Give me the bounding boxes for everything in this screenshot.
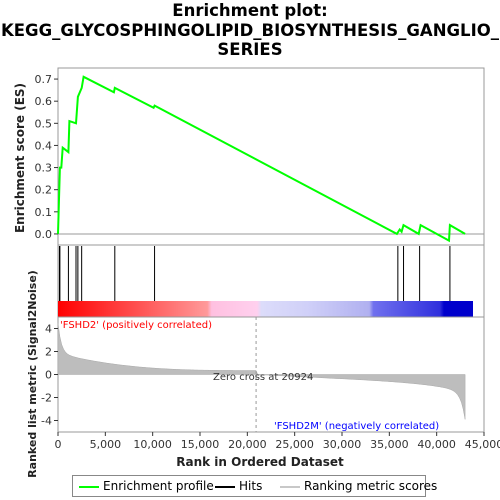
x-axis-label: Rank in Ordered Dataset xyxy=(176,455,344,469)
x-tick-label: 45,000 xyxy=(465,438,500,451)
legend-item-ranking-metric: Ranking metric scores xyxy=(280,479,437,493)
x-tick-label: 10,000 xyxy=(133,438,172,451)
legend-metric-label: Ranking metric scores xyxy=(304,479,438,493)
es-y-tick-label: 0.3 xyxy=(35,162,53,175)
es-y-ticks: 0.0 0.1 0.2 0.3 0.4 0.5 0.6 0.7 xyxy=(35,73,58,241)
ranking-metric-area xyxy=(57,323,466,420)
legend-enrichment-swatch xyxy=(79,485,99,488)
es-panel xyxy=(57,67,485,246)
metric-y-tick-label: 2 xyxy=(45,346,52,359)
x-ticks: 0 5,000 10,000 15,000 20,000 25,000 30,000 35,0… xyxy=(55,432,500,451)
x-tick-label: 20,000 xyxy=(228,438,267,451)
x-tick-label: 0 xyxy=(55,438,62,451)
es-y-tick-label: 0.2 xyxy=(35,184,53,197)
chart-title: Enrichment plot: KEGG_GLYCOSPHINGOLIPID_… xyxy=(0,1,500,60)
metric-y-tick-label: -4 xyxy=(41,415,52,428)
legend-metric-swatch xyxy=(280,485,300,488)
es-y-tick-label: 0.0 xyxy=(35,228,53,241)
metric-y-tick-label: -2 xyxy=(41,392,52,405)
es-y-tick-label: 0.4 xyxy=(35,139,53,152)
title-line-2: KEGG_GLYCOSPHINGOLIPID_BIOSYNTHESIS_GANG… xyxy=(1,20,499,40)
title-line-1: Enrichment plot: xyxy=(172,1,328,20)
x-tick-label: 15,000 xyxy=(181,438,220,451)
legend-item-enrichment-profile: Enrichment profile xyxy=(79,479,214,493)
es-y-tick-label: 0.1 xyxy=(35,206,53,219)
metric-y-tick-label: 4 xyxy=(45,323,52,336)
zero-cross-label: Zero cross at 20924 xyxy=(213,372,313,383)
legend-item-hits: Hits xyxy=(215,479,262,493)
legend-enrichment-label: Enrichment profile xyxy=(103,479,214,493)
es-y-tick-label: 0.5 xyxy=(35,117,53,130)
enrichment-profile-line xyxy=(57,75,466,243)
x-tick-label: 35,000 xyxy=(370,438,409,451)
es-y-axis-label: Enrichment score (ES) xyxy=(13,83,27,233)
x-tick-label: 5,000 xyxy=(90,438,122,451)
x-tick-label: 25,000 xyxy=(275,438,314,451)
hit-markers xyxy=(58,246,451,301)
positive-correlation-label: 'FSHD2' (positively correlated) xyxy=(60,320,212,331)
x-tick-label: 40,000 xyxy=(417,438,456,451)
rank-color-bar xyxy=(58,301,473,317)
legend: Enrichment profile Hits Ranking metric s… xyxy=(72,475,437,497)
legend-hits-swatch xyxy=(215,485,235,488)
es-y-tick-label: 0.6 xyxy=(35,95,53,108)
x-tick-label: 30,000 xyxy=(323,438,362,451)
negative-correlation-label: 'FSHD2M' (negatively correlated) xyxy=(274,421,439,432)
es-y-tick-label: 0.7 xyxy=(35,73,53,86)
legend-hits-label: Hits xyxy=(239,479,263,493)
metric-y-ticks: -4 -2 0 2 4 xyxy=(41,323,58,428)
metric-y-axis-label: Ranked list metric (Signal2Noise) xyxy=(26,270,39,478)
metric-y-tick-label: 0 xyxy=(45,369,52,382)
title-line-3: SERIES xyxy=(217,40,283,59)
